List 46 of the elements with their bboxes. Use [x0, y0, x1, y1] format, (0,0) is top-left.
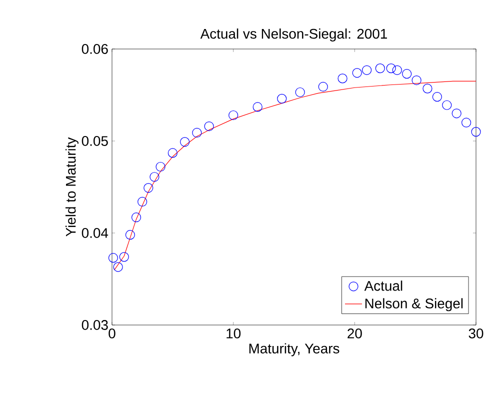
point [352, 68, 362, 78]
y-tick-label: 0.05 [82, 136, 108, 146]
legend-label: Actual [364, 280, 402, 291]
x-axis-title: Maturity, Years [249, 343, 340, 356]
point [144, 183, 154, 193]
point [204, 121, 214, 132]
x-tick-label: 30 [468, 328, 484, 338]
point [452, 108, 462, 118]
y-axis-title: Yield to Maturity [65, 137, 78, 236]
y-tick-label: 0.06 [82, 44, 108, 54]
point [228, 110, 238, 120]
point [471, 126, 481, 137]
point [392, 65, 402, 75]
point [113, 262, 123, 272]
point [192, 128, 202, 138]
point [150, 172, 160, 182]
point [422, 84, 432, 94]
point [252, 102, 262, 112]
point [386, 64, 396, 74]
x-tick-label: 10 [226, 328, 241, 338]
x-tick-label: 20 [348, 328, 362, 338]
point [402, 69, 412, 79]
x-tick-label: 0 [108, 328, 116, 338]
line-series [114, 80, 476, 270]
point [338, 74, 348, 84]
point [138, 196, 148, 207]
legend-label: Nelson & Siegel [365, 298, 463, 312]
point [125, 230, 135, 240]
point [362, 65, 372, 75]
point [131, 212, 142, 222]
point [295, 87, 305, 98]
point [180, 137, 190, 147]
point [432, 92, 442, 102]
chart-title: Actual vs Nelson-Siegal: 2001 [200, 28, 387, 42]
point [168, 148, 178, 158]
point [461, 118, 472, 128]
point [442, 100, 452, 110]
point [375, 64, 385, 74]
point [412, 75, 422, 86]
point [108, 253, 118, 263]
point [277, 94, 287, 104]
point [119, 252, 129, 262]
point [156, 162, 166, 172]
y-tick-label: 0.03 [82, 320, 108, 330]
y-tick-label: 0.04 [82, 228, 108, 238]
point [318, 82, 328, 92]
